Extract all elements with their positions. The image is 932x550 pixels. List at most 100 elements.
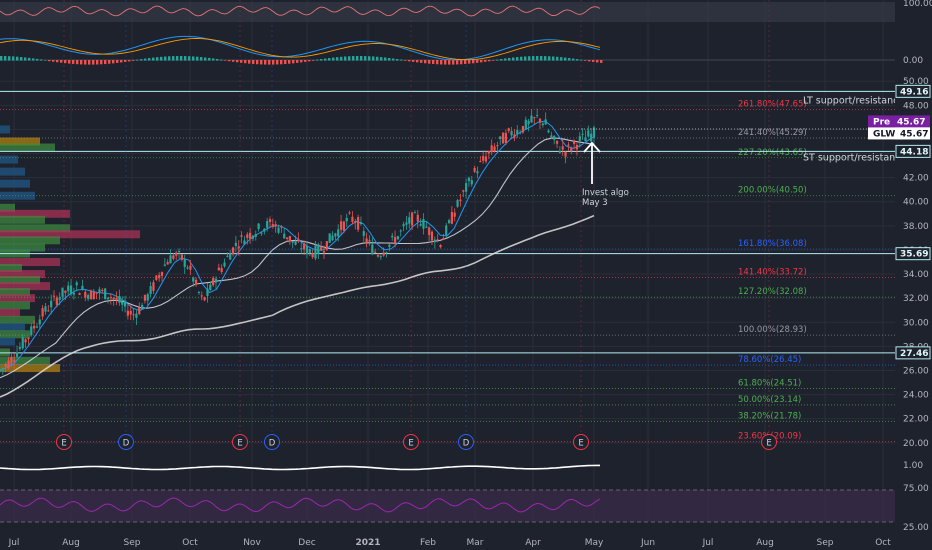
price-tick-label: 42.00 bbox=[903, 174, 929, 184]
candle-body bbox=[399, 230, 402, 232]
macd-hist-bar bbox=[220, 59, 223, 61]
macd-hist-bar bbox=[336, 57, 339, 61]
macd-hist-bar bbox=[176, 56, 179, 61]
price-tick-label: 48.00 bbox=[903, 101, 929, 111]
macd-hist-bar bbox=[0, 56, 3, 61]
candle-body bbox=[499, 136, 502, 140]
candle-body bbox=[308, 249, 311, 253]
volume-profile-bar bbox=[0, 323, 25, 332]
candle-body bbox=[575, 144, 579, 150]
candle-body bbox=[493, 146, 496, 152]
candle-body bbox=[445, 225, 448, 236]
macd-hist-bar bbox=[464, 60, 467, 64]
macd-hist-bar bbox=[140, 59, 143, 61]
candle-body bbox=[109, 297, 112, 299]
macd-hist-bar bbox=[600, 60, 603, 63]
macd-hist-bar bbox=[488, 60, 491, 62]
macd-hist-bar bbox=[476, 60, 479, 63]
candle-body bbox=[578, 136, 581, 141]
pre-tag-name: Pre bbox=[873, 117, 890, 127]
macd-hist-bar bbox=[184, 56, 187, 61]
volume-profile-bar bbox=[0, 276, 40, 285]
candle-body bbox=[561, 146, 564, 150]
macd-hist-bar bbox=[404, 60, 407, 61]
event-marker-label: E bbox=[237, 439, 242, 449]
macd-hist-bar bbox=[264, 60, 267, 65]
candle-body bbox=[55, 297, 58, 305]
macd-hist-bar bbox=[120, 60, 123, 63]
event-marker-e bbox=[403, 434, 419, 450]
macd-hist-bar bbox=[24, 57, 27, 61]
candle-body bbox=[530, 115, 533, 123]
candle-body bbox=[64, 290, 67, 293]
candle-body bbox=[155, 275, 158, 280]
candle-body bbox=[126, 310, 129, 316]
candle-body bbox=[311, 253, 314, 258]
volume-profile-bar bbox=[0, 243, 45, 252]
time-axis[interactable]: Jul Aug Sep Oct Nov Dec 2021 Feb Mar Apr May Jun Jul… bbox=[0, 532, 932, 550]
candle-body bbox=[371, 244, 374, 255]
macd-hist-bar bbox=[156, 57, 159, 61]
candle-body bbox=[504, 132, 507, 144]
candle-body bbox=[257, 223, 260, 230]
macd-hist-bar bbox=[332, 57, 335, 61]
macd-hist-bar bbox=[268, 60, 271, 65]
volume-profile bbox=[0, 125, 140, 373]
macd-hist-bar bbox=[360, 56, 363, 61]
rsi-tick-label: 25.00 bbox=[903, 523, 929, 533]
macd-hist-bar bbox=[148, 58, 151, 61]
candle-body bbox=[223, 262, 226, 267]
candle-body bbox=[379, 256, 382, 258]
time-tick-label: Nov bbox=[243, 538, 261, 548]
event-marker-e bbox=[56, 434, 72, 450]
rs-tick-label: 1.00 bbox=[903, 461, 923, 471]
macd-hist-bar bbox=[104, 60, 107, 65]
support-resistance-lines[interactable] bbox=[0, 90, 895, 354]
price-axis[interactable]: 50.0048.0046.0044.0042.0040.0038.0036.00… bbox=[868, 0, 932, 550]
event-marker-label: E bbox=[766, 439, 771, 449]
macd-hist-bar bbox=[96, 60, 99, 65]
candle-body bbox=[391, 235, 394, 238]
fib-label-6: 127.20%(32.08) bbox=[738, 287, 807, 297]
macd-hist-bar bbox=[232, 60, 235, 62]
candle-body bbox=[459, 199, 462, 201]
macd-hist-bar bbox=[152, 57, 155, 61]
price-tick-label: 34.00 bbox=[903, 270, 929, 280]
macd-hist-bar bbox=[304, 60, 307, 62]
macd-hist-bar bbox=[240, 60, 243, 63]
macd-hist-bar bbox=[364, 56, 367, 61]
event-marker-label: D bbox=[463, 439, 470, 449]
relative-strength-line bbox=[0, 464, 600, 471]
candle-body bbox=[550, 135, 553, 138]
time-tick-label: Aug bbox=[62, 538, 80, 548]
macd-hist-bar bbox=[144, 58, 147, 61]
macd-hist-bar bbox=[244, 60, 247, 64]
event-marker-d bbox=[264, 434, 280, 450]
candle-body bbox=[243, 240, 246, 245]
macd-hist-bar bbox=[172, 56, 175, 61]
macd-hist-bar bbox=[484, 60, 487, 62]
candle-body bbox=[175, 252, 178, 256]
macd-hist-bar bbox=[28, 57, 31, 61]
volume-profile-bar bbox=[0, 315, 35, 324]
price-tick-label: 30.00 bbox=[903, 318, 929, 328]
macd-hist-bar bbox=[324, 58, 327, 61]
volume-profile-bar bbox=[0, 270, 45, 279]
macd-hist-bar bbox=[412, 60, 415, 62]
candle-body bbox=[300, 248, 303, 250]
volume-profile-bar bbox=[0, 230, 140, 239]
macd-hist-bar bbox=[280, 60, 283, 65]
macd-hist-bar bbox=[288, 60, 291, 64]
event-marker-d bbox=[118, 434, 134, 450]
macd-hist-bar bbox=[416, 60, 419, 63]
candle-body bbox=[234, 242, 237, 246]
candle-body bbox=[408, 217, 411, 224]
fibonacci-levels: 261.80%(47.65) 241.40%(45.29) 227.20%(43.6… bbox=[0, 100, 895, 443]
candle-body bbox=[237, 246, 240, 249]
macd-hist-bar bbox=[596, 60, 599, 63]
glw-tag-value: 45.67 bbox=[900, 129, 928, 139]
candle-body bbox=[209, 284, 212, 291]
